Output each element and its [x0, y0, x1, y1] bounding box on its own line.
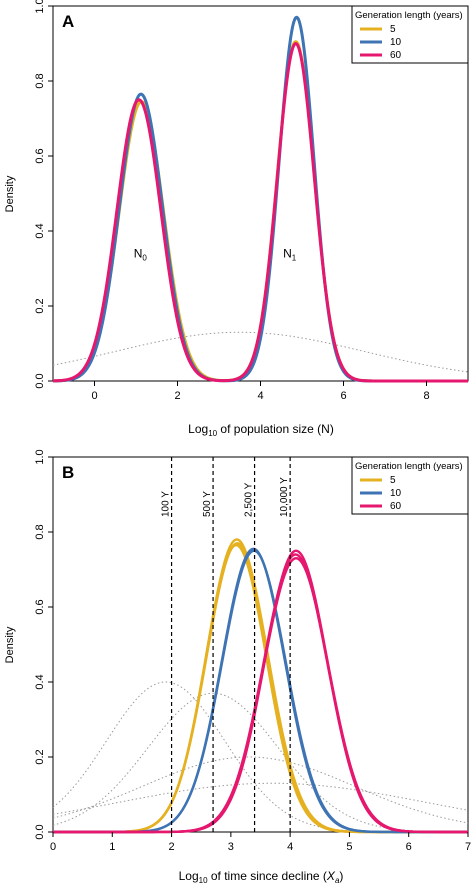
legend-b: Generation length (years) 5 10 60: [351, 456, 469, 515]
y-tick-label: 0.0: [34, 373, 46, 388]
y-tick-label: 0.8: [34, 73, 46, 88]
series-60-line: [52, 549, 469, 834]
series-10-line: [52, 547, 469, 834]
series-10-line: [52, 549, 469, 834]
reference-line-label: 2,500 Y: [244, 482, 255, 517]
y-axis-label-a: Density: [4, 175, 16, 212]
prior-curve: [52, 756, 469, 824]
legend-a: Generation length (years) 5 10 60: [351, 5, 469, 64]
x-tick-label: 4: [287, 841, 293, 853]
reference-line-label: 100 Y: [161, 491, 172, 517]
legend-title: Generation length (years): [355, 10, 463, 21]
reference-line-label: 500 Y: [202, 491, 213, 517]
x-tick-label: 2: [174, 390, 180, 402]
legend-entry: 60: [390, 501, 402, 512]
x-tick-label: 4: [257, 390, 263, 402]
y-tick-label: 0.6: [34, 599, 46, 614]
plot-frame-b: [52, 456, 469, 833]
axes-a: 0 2 4 6 8 0.0 0.2 0.4 0.6 0.8 1.0: [34, 0, 430, 402]
y-tick-label: 0.0: [34, 824, 46, 839]
y-tick-label: 1.0: [34, 0, 46, 14]
prior-curve: [52, 782, 469, 815]
y-tick-label: 0.2: [34, 298, 46, 313]
legend-title: Generation length (years): [355, 461, 463, 472]
legend-entry: 60: [390, 50, 402, 61]
y-tick-label: 0.8: [34, 524, 46, 539]
series-60-line: [52, 553, 469, 834]
legend-entry: 10: [390, 488, 402, 499]
x-tick-label: 7: [465, 841, 471, 853]
series-60-line: [52, 42, 469, 383]
x-tick-label: 0: [91, 390, 97, 402]
curves-b: [52, 538, 469, 834]
curves-a: [52, 15, 469, 383]
x-tick-label: 3: [228, 841, 234, 853]
annotation-label: N0: [134, 246, 148, 262]
x-axis-label-a: Log10 of population size (N): [188, 422, 334, 438]
legend-entry: 5: [390, 475, 396, 486]
reference-line-label: 10,000 Y: [279, 477, 290, 517]
prior-curve: [52, 692, 468, 833]
legend-entry: 5: [390, 24, 396, 35]
x-axis-label-b: Log10 of time since decline (Xa): [179, 869, 344, 885]
x-tick-label: 2: [169, 841, 175, 853]
x-tick-label: 5: [346, 841, 352, 853]
panel-a: 0 2 4 6 8 0.0 0.2 0.4 0.6 0.8 1.0 A Density Log10 …: [4, 0, 469, 438]
panel-label-b: B: [62, 463, 74, 482]
series-60-line: [52, 557, 469, 834]
annotations-a: N0 N1: [134, 246, 297, 262]
y-tick-label: 0.6: [34, 148, 46, 163]
y-tick-label: 0.4: [34, 223, 46, 238]
x-tick-label: 8: [423, 390, 429, 402]
y-tick-label: 0.2: [34, 749, 46, 764]
reference-lines-b: 100 Y 500 Y 2,500 Y 10,000 Y: [161, 457, 291, 832]
axes-b: 0 1 2 3 4 5 6 7 0.0 0.2 0.4 0.6 0.8 1.0: [34, 449, 471, 853]
x-tick-label: 6: [406, 841, 412, 853]
x-tick-label: 0: [50, 841, 56, 853]
x-tick-label: 1: [109, 841, 115, 853]
y-axis-label-b: Density: [4, 626, 16, 663]
legend-entry: 10: [390, 37, 402, 48]
annotation-label: N1: [283, 246, 297, 262]
y-tick-label: 1.0: [34, 449, 46, 464]
x-tick-label: 6: [340, 390, 346, 402]
y-tick-label: 0.4: [34, 674, 46, 689]
prior-curve: [52, 681, 468, 833]
panel-b: 100 Y 500 Y 2,500 Y 10,000 Y 0 1 2 3 4 5 6 7 0.0 0.2…: [4, 449, 471, 885]
panel-label-a: A: [62, 12, 74, 31]
